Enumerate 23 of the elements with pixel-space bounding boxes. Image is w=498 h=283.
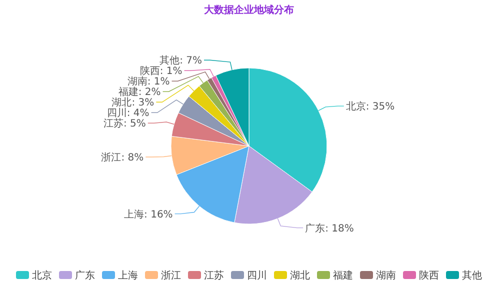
legend-label: 福建 [333,270,353,282]
data-label: 广东: 18% [305,222,354,234]
data-label: 福建: 2% [118,86,161,98]
data-label: 江苏: 5% [103,118,146,130]
legend-label: 北京 [32,270,52,282]
legend-label: 陕西 [419,270,439,282]
data-label: 其他: 7% [160,54,202,67]
legend-label: 江苏 [204,270,224,282]
data-label: 上海: 16% [124,208,173,220]
legend-label: 湖南 [376,270,396,282]
legend-label: 广东 [75,270,95,282]
legend-label: 其他 [462,270,482,282]
data-label: 陕西: 1% [140,65,182,78]
data-label: 湖南: 1% [127,76,170,88]
legend-label: 浙江 [161,270,181,282]
data-label: 湖北: 3% [112,96,154,109]
legend-label: 上海 [118,270,138,282]
legend-label: 湖北 [290,270,310,282]
chart-title: 大数据企业地域分布 [203,4,294,16]
legend-label: 四川 [247,270,267,282]
data-label: 浙江: 8% [101,152,144,164]
data-label: 四川: 4% [106,107,150,120]
data-label: 北京: 35% [346,100,395,113]
